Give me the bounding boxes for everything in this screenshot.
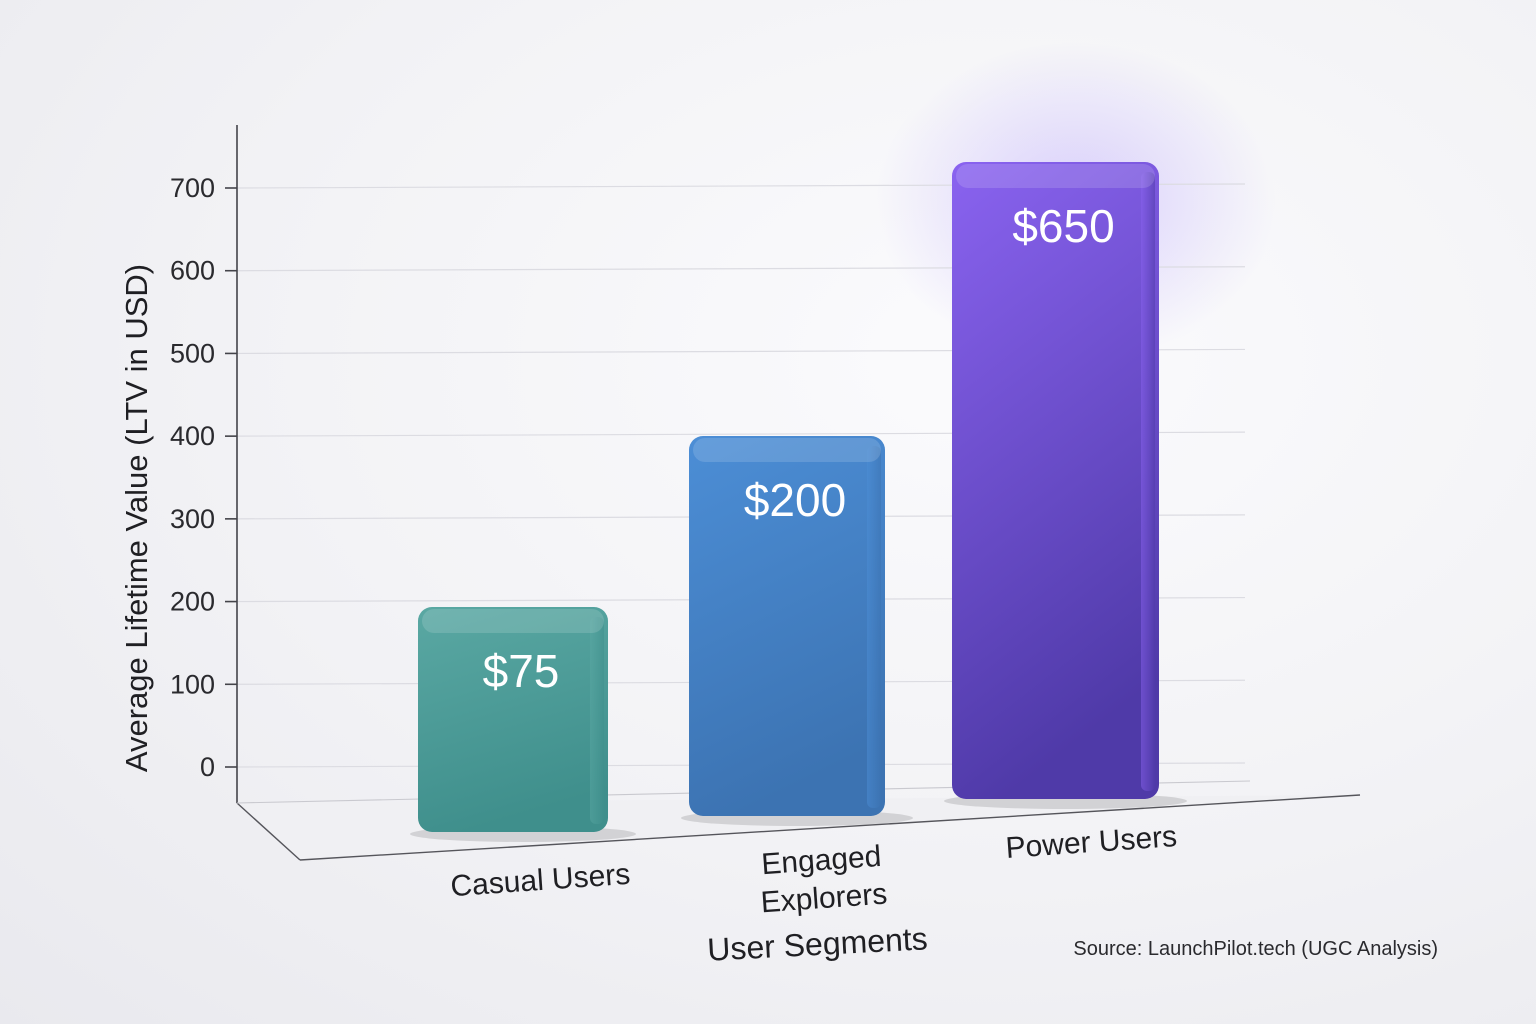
y-tick-label: 300: [170, 504, 215, 534]
bar-casual-users: [418, 607, 608, 832]
data-label: $650: [1012, 200, 1114, 252]
x-axis-line: [299, 794, 1361, 861]
bar-power-users: [952, 162, 1159, 799]
bar-side-face: [590, 617, 604, 824]
bar-engaged-explorers: [689, 436, 885, 816]
y-tick-label: 0: [200, 752, 215, 782]
y-tick-label: 400: [170, 421, 215, 451]
floor-edge-left: [236, 802, 301, 861]
x-tick-label: Power Users: [1005, 820, 1179, 865]
bar-side-face: [867, 446, 881, 808]
data-label: $75: [483, 645, 560, 697]
source-note: Source: LaunchPilot.tech (UGC Analysis): [1073, 938, 1438, 960]
bars: [410, 162, 1187, 842]
x-axis-title: User Segments: [706, 920, 928, 967]
y-axis-title: Average Lifetime Value (LTV in USD): [119, 264, 154, 772]
y-tick-label: 100: [170, 669, 215, 699]
y-tick-label: 500: [170, 338, 215, 368]
y-tick-label: 700: [170, 173, 215, 203]
bar-side-face: [1141, 172, 1155, 791]
y-tick-label: 200: [170, 587, 215, 617]
bar-top-face: [693, 438, 881, 462]
x-tick-label: Casual Users: [449, 858, 631, 903]
bar-top-face: [422, 609, 604, 633]
labels: 0 100 200 300 400 500 600 700 $75 Casual Users $20…: [170, 173, 1178, 919]
y-tick-label: 600: [170, 256, 215, 286]
x-tick-label: EngagedExplorers: [757, 840, 888, 920]
data-label: $200: [744, 474, 846, 526]
bar-top-face: [956, 164, 1155, 188]
